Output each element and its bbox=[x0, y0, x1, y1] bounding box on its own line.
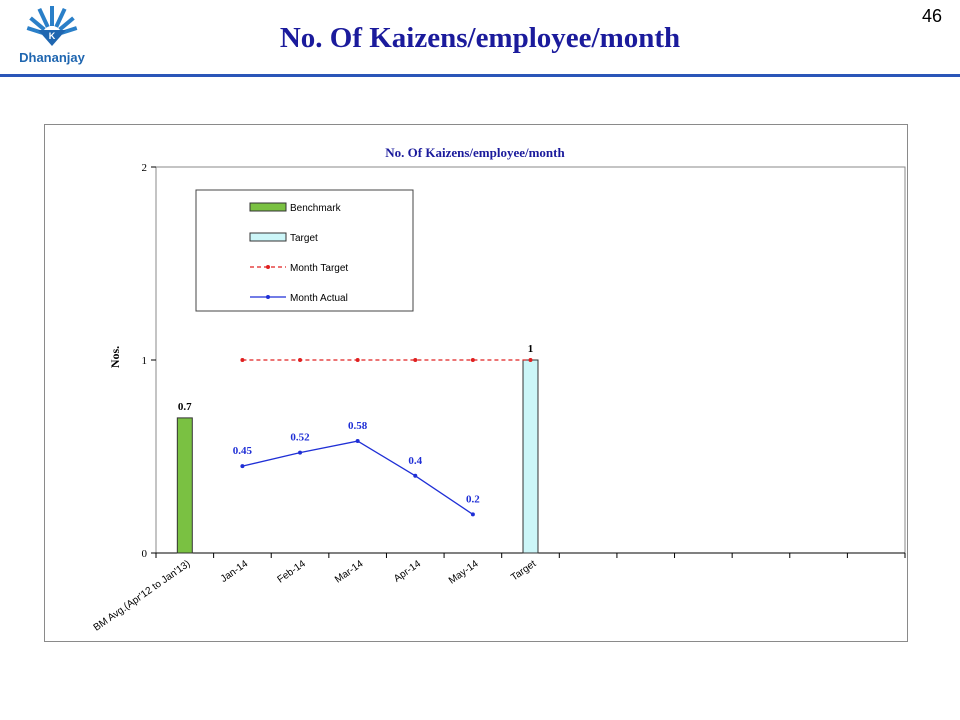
point-month-actual bbox=[413, 473, 418, 478]
line-data-label: 0.45 bbox=[233, 445, 253, 457]
series-line-month-actual bbox=[242, 440, 474, 515]
x-tick-label: May-14 bbox=[447, 558, 481, 586]
logo-text: Dhananjay bbox=[19, 50, 85, 65]
legend-marker bbox=[266, 265, 270, 269]
bar-benchmark bbox=[176, 417, 193, 554]
line-data-label: 0.2 bbox=[466, 493, 480, 505]
svg-text:K: K bbox=[49, 31, 56, 41]
x-tick-label: Jan-14 bbox=[219, 558, 251, 585]
chart-frame: No. Of Kaizens/employee/month Nos. 0 1 2 B… bbox=[44, 124, 908, 642]
legend-box bbox=[195, 189, 414, 312]
x-tick-label: Apr-14 bbox=[392, 558, 423, 584]
x-tick-label: Feb-14 bbox=[275, 558, 308, 585]
label-layer: BM Avg.(Apr'12 to Jan'13) Jan-14 Feb-14 Mar… bbox=[92, 343, 539, 634]
point-month-target bbox=[298, 358, 303, 362]
line-data-label: 0.58 bbox=[348, 420, 368, 432]
point-month-actual bbox=[240, 464, 245, 469]
x-tick-label: Mar-14 bbox=[333, 558, 366, 585]
point-month-actual bbox=[355, 439, 360, 444]
dhananjay-logo: K bbox=[26, 6, 78, 46]
page-number: 46 bbox=[921, 6, 942, 26]
x-tick-label: Target bbox=[509, 558, 538, 583]
legend-marker bbox=[266, 295, 270, 299]
point-month-target bbox=[528, 358, 533, 362]
legend-label: Month Target bbox=[290, 263, 348, 274]
legend-swatch bbox=[249, 202, 287, 212]
line-data-label: 0.52 bbox=[290, 432, 310, 444]
legend-label: Target bbox=[290, 233, 318, 244]
bar-target bbox=[522, 359, 539, 554]
bar-data-label: 0.7 bbox=[178, 401, 192, 413]
x-tick-label: BM Avg.(Apr'12 to Jan'13) bbox=[92, 558, 193, 633]
slide-title: No. Of Kaizens/employee/month bbox=[279, 22, 681, 54]
kaizen-chart: No. Of Kaizens/employee/month Nos. 0 1 2 B… bbox=[92, 145, 906, 634]
line-data-label: 0.4 bbox=[408, 455, 422, 467]
legend-label: Month Actual bbox=[290, 293, 348, 304]
chart-title: No. Of Kaizens/employee/month bbox=[385, 145, 565, 160]
bar-layer bbox=[176, 359, 539, 554]
legend-label: Benchmark bbox=[290, 203, 342, 214]
y-tick-label: 1 bbox=[142, 355, 148, 367]
header-rule bbox=[0, 74, 960, 77]
legend: Benchmark Target Month Target Month Actual bbox=[195, 189, 414, 312]
y-axis-label: Nos. bbox=[108, 346, 122, 368]
legend-swatch bbox=[249, 232, 287, 242]
point-month-target bbox=[355, 358, 360, 362]
point-month-target bbox=[413, 358, 418, 362]
point-month-actual bbox=[470, 512, 475, 517]
point-month-target bbox=[470, 358, 475, 362]
point-month-target bbox=[240, 358, 245, 362]
line-layer bbox=[240, 358, 533, 517]
y-tick-label: 2 bbox=[142, 162, 148, 174]
point-month-actual bbox=[298, 450, 303, 455]
bar-data-label: 1 bbox=[528, 343, 534, 355]
y-tick-label: 0 bbox=[142, 548, 148, 560]
